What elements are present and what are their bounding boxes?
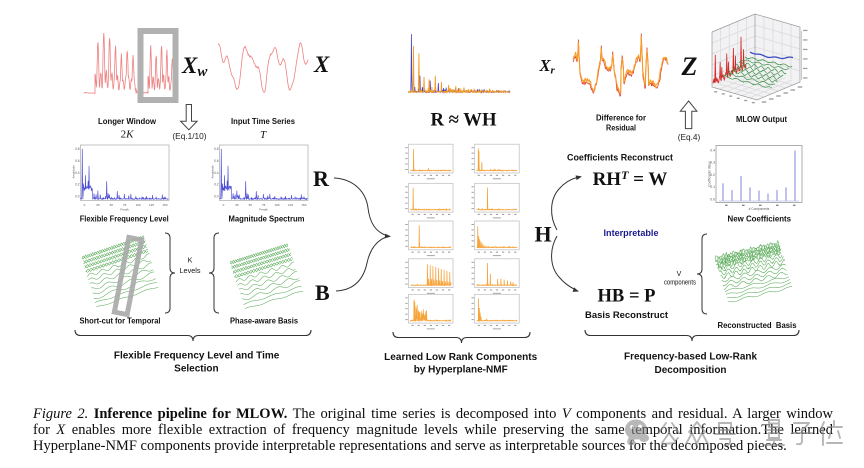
svg-text:0.4: 0.4 [710, 149, 715, 153]
svg-text:0.0: 0.0 [710, 197, 715, 201]
svg-text:V: V [677, 271, 682, 278]
svg-text:Coefficients Reconstruct: Coefficients Reconstruct [567, 153, 673, 163]
svg-text:2K: 2K [121, 129, 135, 141]
svg-text:75: 75 [123, 203, 127, 207]
svg-text:(Eq.4): (Eq.4) [678, 132, 701, 142]
svg-text:25: 25 [96, 203, 100, 207]
svg-text:Magnitude Spectrum: Magnitude Spectrum [229, 214, 305, 223]
svg-text:75: 75 [262, 203, 266, 207]
svg-text:Freq/k: Freq/k [120, 208, 129, 212]
svg-text:Coefficients Value: Coefficients Value [708, 161, 712, 187]
svg-text:0.2: 0.2 [75, 183, 80, 187]
svg-text:RHT = W: RHT = W [593, 168, 668, 190]
svg-text:X: X [313, 52, 330, 77]
svg-text:0.8: 0.8 [75, 147, 80, 151]
svg-text:0.2: 0.2 [710, 173, 715, 177]
svg-text:0.6: 0.6 [214, 159, 219, 163]
svg-text:0.3: 0.3 [710, 161, 715, 165]
svg-text:Basis Reconstruct: Basis Reconstruct [585, 309, 668, 320]
svg-text:R ≈ WH: R ≈ WH [431, 110, 497, 131]
svg-text:R: R [313, 166, 330, 191]
svg-text:50: 50 [249, 203, 253, 207]
svg-text:Frequency-based Low-Rank: Frequency-based Low-Rank [624, 352, 757, 363]
svg-text:0: 0 [84, 203, 86, 207]
svg-text:Short-cut for Temporal: Short-cut for Temporal [80, 317, 161, 326]
svg-text:Longer Window: Longer Window [98, 117, 157, 126]
svg-text:MLOW Output: MLOW Output [736, 115, 787, 124]
svg-text:25: 25 [235, 203, 239, 207]
svg-text:H: H [535, 222, 552, 247]
svg-text:Reconstructed Basis: Reconstructed Basis [718, 321, 798, 330]
svg-text:Flexible Frequency Level: Flexible Frequency Level [80, 214, 169, 223]
svg-text:Amplitude: Amplitude [211, 165, 215, 179]
svg-text:0.4: 0.4 [214, 171, 219, 175]
svg-text:0.0: 0.0 [75, 195, 80, 199]
svg-text:T: T [260, 129, 267, 141]
svg-text:Selection: Selection [174, 364, 219, 375]
svg-text:150: 150 [301, 203, 306, 207]
svg-text:125: 125 [149, 203, 154, 207]
svg-text:0: 0 [223, 203, 225, 207]
svg-text:0.2: 0.2 [214, 183, 219, 187]
svg-text:0.6: 0.6 [75, 159, 80, 163]
svg-text:100: 100 [275, 203, 280, 207]
svg-text:Amplitude: Amplitude [72, 165, 76, 179]
svg-text:0.0: 0.0 [214, 195, 219, 199]
svg-text:K: K [188, 256, 193, 265]
svg-text:components: components [664, 280, 696, 287]
svg-text:Z: Z [681, 52, 698, 81]
svg-text:B: B [315, 280, 330, 305]
svg-text:Learned Low Rank Components: Learned Low Rank Components [384, 352, 537, 363]
svg-text:(Eq.1/10): (Eq.1/10) [172, 131, 206, 141]
svg-text:100: 100 [136, 203, 141, 207]
svg-text:125: 125 [288, 203, 293, 207]
svg-text:0.1: 0.1 [710, 185, 715, 189]
svg-text:New Coefficients: New Coefficients [728, 214, 792, 223]
svg-text:Levels: Levels [180, 266, 201, 275]
svg-text:Phase-aware Basis: Phase-aware Basis [230, 317, 299, 326]
svg-text:# Components: # Components [749, 207, 770, 211]
svg-text:Freq/k: Freq/k [259, 208, 268, 212]
svg-text:Difference for: Difference for [596, 113, 646, 122]
svg-text:by Hyperplane-NMF: by Hyperplane-NMF [414, 365, 508, 376]
svg-text:150: 150 [162, 203, 167, 207]
svg-text:Flexible Frequency Level and T: Flexible Frequency Level and Time [114, 350, 280, 361]
svg-text:HB = P: HB = P [598, 286, 656, 307]
svg-text:0.4: 0.4 [75, 171, 80, 175]
svg-text:Residual: Residual [606, 123, 636, 132]
svg-text:Interpretable: Interpretable [604, 228, 659, 238]
svg-text:Xr: Xr [539, 56, 556, 77]
svg-text:50: 50 [110, 203, 114, 207]
svg-text:0.8: 0.8 [214, 147, 219, 151]
svg-text:Decomposition: Decomposition [655, 365, 727, 376]
svg-text:Input Time Series: Input Time Series [231, 117, 296, 126]
svg-text:Xw: Xw [181, 53, 208, 80]
